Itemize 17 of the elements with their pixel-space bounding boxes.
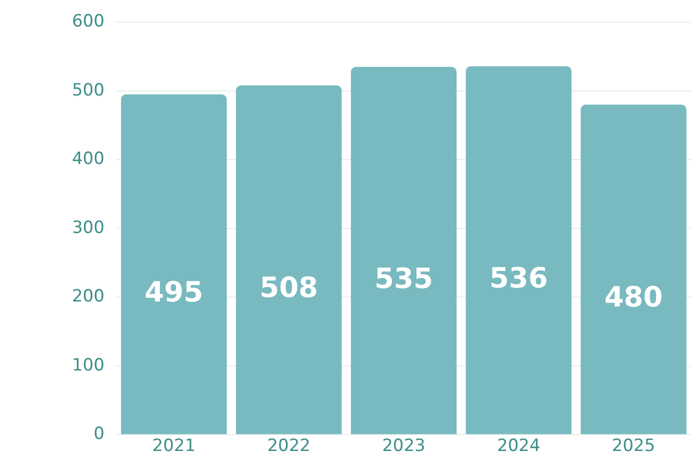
data-label: 480 xyxy=(604,280,663,314)
data-label: 508 xyxy=(260,271,318,304)
data-label: 535 xyxy=(374,262,433,295)
x-tick-label: 2021 xyxy=(152,436,196,456)
x-tick-label: 2024 xyxy=(497,436,540,456)
y-tick-label: 500 xyxy=(72,80,104,100)
y-tick-label: 100 xyxy=(72,355,104,376)
y-tick-label: 300 xyxy=(72,218,104,238)
y-tick-label: 600 xyxy=(72,12,104,32)
y-tick-label: 400 xyxy=(72,149,104,170)
x-tick-label: 2022 xyxy=(267,436,310,456)
data-label: 536 xyxy=(489,261,548,294)
x-tick-label: 2025 xyxy=(612,436,656,456)
y-tick-label: 200 xyxy=(72,286,104,307)
data-label: 495 xyxy=(144,276,204,309)
y-tick-label: 0 xyxy=(94,424,104,444)
x-tick-label: 2023 xyxy=(382,436,426,456)
